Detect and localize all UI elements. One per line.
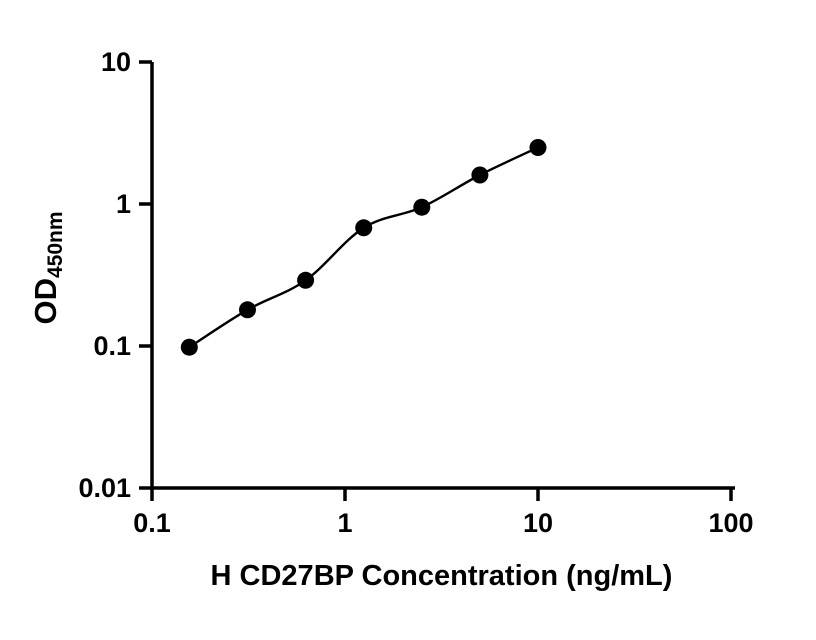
data-point-marker [297, 271, 315, 289]
data-point-marker [413, 198, 431, 216]
x-axis-tick-label: 0.1 [133, 508, 171, 538]
x-axis-tick-label: 1 [337, 508, 352, 538]
x-axis-tick-label: 100 [708, 508, 753, 538]
data-point-marker [239, 301, 256, 319]
x-axis-title: H CD27BP Concentration (ng/mL) [211, 560, 673, 592]
y-axis-tick-label: 0.1 [93, 331, 131, 361]
y-axis-tick-label: 0.01 [78, 473, 131, 503]
data-point-marker [180, 338, 198, 356]
data-point-marker [471, 166, 489, 184]
y-axis-title-main: OD [28, 278, 63, 325]
y-axis-tick-label: 10 [101, 47, 131, 77]
data-point-marker [355, 219, 373, 237]
y-axis-title-subscript: 450nm [44, 211, 67, 278]
y-axis-tick-label: 1 [116, 189, 131, 219]
data-point-marker [529, 139, 547, 156]
x-axis-tick-label: 10 [523, 508, 553, 538]
y-axis-title: OD450nm [28, 211, 67, 324]
